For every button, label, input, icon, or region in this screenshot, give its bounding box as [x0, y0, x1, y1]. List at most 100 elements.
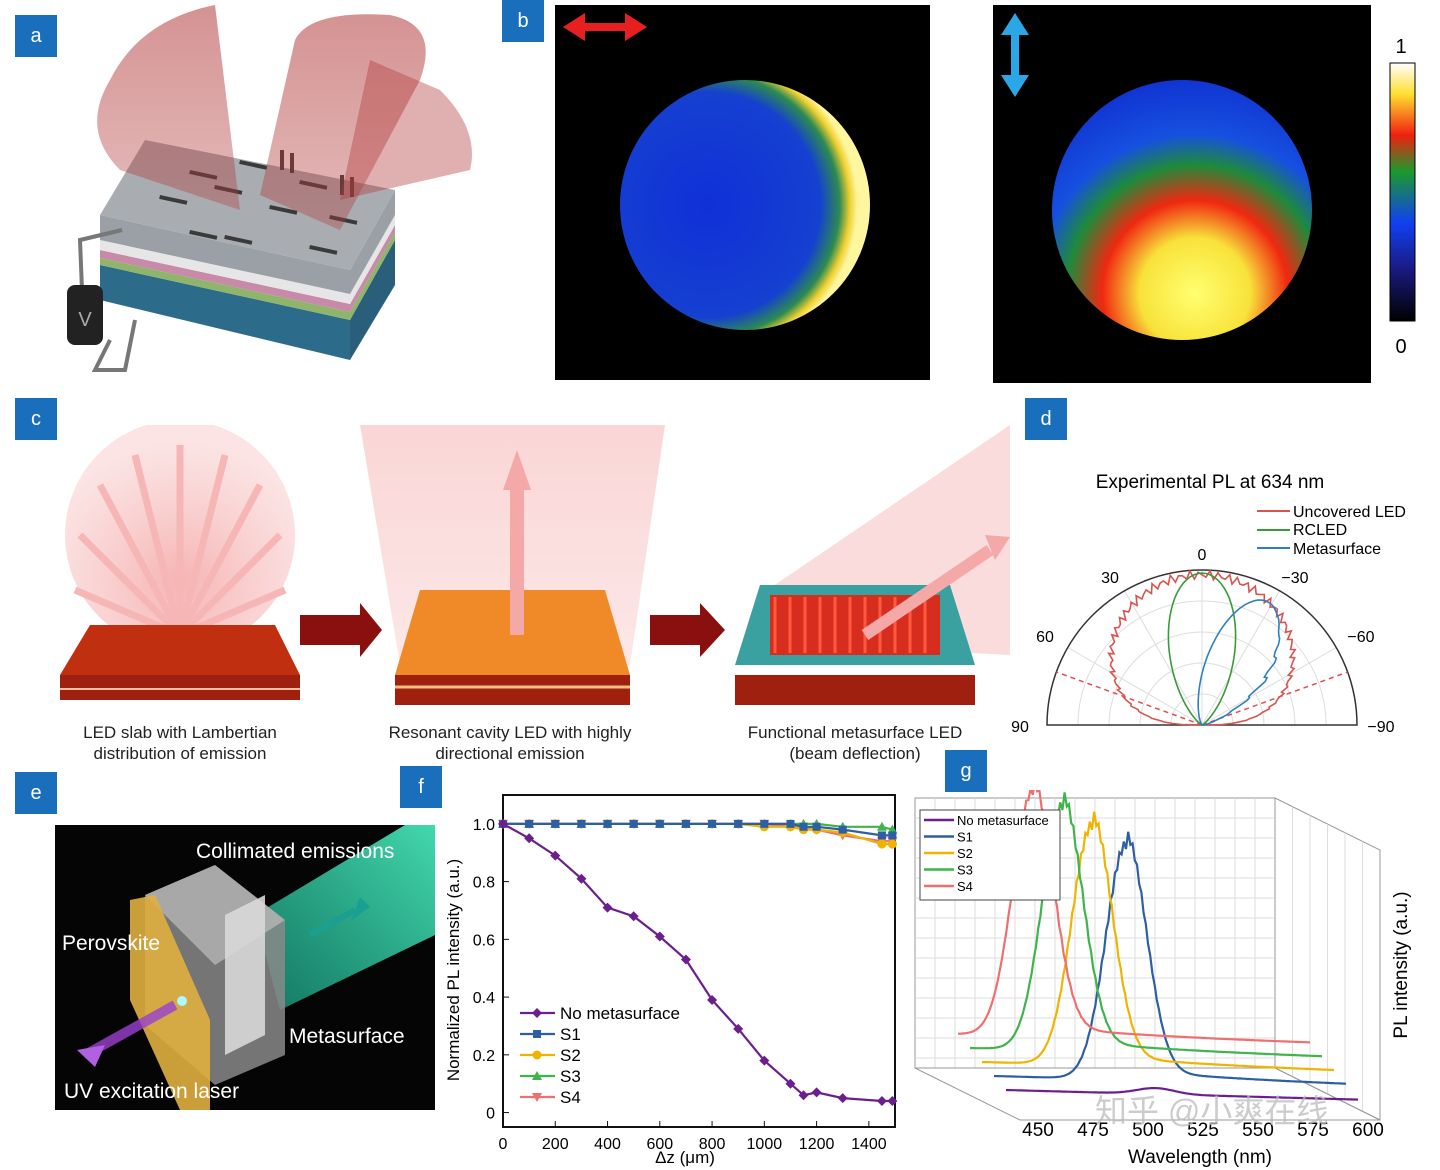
f-point: [655, 819, 664, 828]
f-point: [786, 819, 795, 828]
g-xtick-label: 525: [1187, 1120, 1219, 1141]
f-ytick-label: 0: [486, 1106, 495, 1123]
f-point: [799, 822, 808, 831]
f-point: [525, 819, 534, 828]
f-point: [811, 1087, 822, 1098]
panel-b-maps: 1 0: [555, 5, 1416, 383]
caption-lambertian: LED slab with Lambertian distribution of…: [40, 722, 320, 764]
f-point: [707, 994, 718, 1005]
f-point: [629, 819, 638, 828]
f-point: [576, 873, 587, 884]
label-metasurface: Metasurface: [289, 1025, 405, 1048]
double-arrow-horizontal-icon: [563, 13, 647, 41]
f-ytick-label: 0.8: [473, 875, 495, 892]
voltmeter: [67, 285, 103, 345]
polar-spoke: [1067, 647, 1203, 726]
panel-f-chart: 0 200 400 600 800 1000 1200 1400 0 0.2 0.4 0.6 0.8 1.…: [444, 794, 898, 1167]
g-legend-label: S3: [957, 863, 973, 878]
g-xlabel: Wavelength (nm): [1128, 1147, 1272, 1168]
double-arrow-vertical-icon: [1001, 13, 1029, 97]
f-point: [603, 819, 612, 828]
f-legend-label: S3: [560, 1067, 581, 1086]
colorbar: [1389, 62, 1416, 322]
f-ytick-label: 0.6: [473, 932, 495, 949]
polar-tick-m60: −60: [1347, 629, 1374, 646]
polar-tick-labels: 0 30 −30 60 −60 90 −90: [1011, 547, 1395, 736]
caption-lambertian-line2: distribution of emission: [93, 744, 267, 763]
f-point: [876, 821, 887, 831]
f-legend-marker: [532, 1008, 542, 1018]
g-series-s2: [981, 811, 1335, 1072]
led-slab-lambertian: [60, 425, 300, 700]
caption-metasurface-line2: (beam deflection): [789, 744, 921, 763]
polar-title: Experimental PL at 634 nm: [1096, 472, 1324, 493]
panel-label-a: a: [15, 15, 57, 57]
beam-left: [97, 5, 240, 210]
f-point: [551, 819, 560, 828]
led-resonant-cavity: [360, 425, 665, 705]
polar-curve-uncovered-led: [1107, 569, 1297, 726]
f-xtick-label: 600: [646, 1136, 673, 1153]
colorbar-min-label: 0: [1395, 336, 1406, 358]
polar-ref-line: [1056, 671, 1203, 726]
panel-c-illustration: [60, 425, 1010, 705]
panel-label-d: d: [1025, 398, 1067, 440]
g-legend-label: S2: [957, 846, 973, 861]
f-xtick-label: 1000: [747, 1136, 783, 1153]
f-point: [838, 825, 847, 834]
label-collimated-emissions: Collimated emissions: [196, 840, 395, 863]
f-ylabel: Normalized PL intensity (a.u.): [444, 859, 463, 1081]
caption-rcled-line2: directional emission: [435, 744, 585, 763]
caption-rcled: Resonant cavity LED with highly directio…: [360, 722, 660, 764]
f-point: [837, 1093, 848, 1104]
f-point: [733, 1023, 744, 1034]
g-xtick-label: 575: [1297, 1120, 1329, 1141]
f-xtick-label: 1400: [851, 1136, 887, 1153]
polar-spoke: [1201, 647, 1337, 726]
polar-frame: [1046, 569, 1358, 726]
f-point: [602, 902, 613, 913]
f-point: [654, 931, 665, 942]
f-point: [877, 839, 887, 849]
caption-metasurface-line1: Functional metasurface LED: [747, 723, 963, 742]
f-legend-label: No metasurface: [560, 1004, 680, 1023]
g-xtick-label: 500: [1132, 1120, 1164, 1141]
f-point: [708, 819, 717, 828]
polar-spoke: [1124, 590, 1203, 726]
g-legend-label: S1: [957, 830, 973, 845]
f-point: [798, 1090, 809, 1101]
metasurface-plate: [225, 895, 265, 1055]
panel-a-illustration: V: [67, 5, 472, 372]
f-point: [550, 850, 561, 861]
g-series-s3: [970, 792, 1323, 1058]
f-point: [524, 833, 535, 844]
panel-label-e: e: [15, 772, 57, 814]
f-point: [498, 818, 508, 829]
caption-rcled-line1: Resonant cavity LED with highly: [388, 723, 632, 742]
watermark: 知乎 @小爽在线: [1095, 1093, 1328, 1129]
f-plot-frame: [502, 794, 896, 1128]
panel-label-g: g: [945, 750, 987, 792]
polar-spoke: [1201, 590, 1280, 726]
f-series-s1: [499, 819, 897, 840]
f-point: [877, 831, 886, 840]
f-ytick-label: 0.2: [473, 1048, 495, 1065]
legend-metasurface: Metasurface: [1293, 541, 1381, 558]
f-ytick-label: 0.4: [473, 990, 495, 1007]
f-point: [760, 819, 769, 828]
f-legend-marker: [532, 1093, 542, 1102]
f-point: [887, 1096, 898, 1107]
f-point: [887, 839, 897, 849]
f-legend-marker: [533, 1030, 541, 1038]
g-series-no-metasurface: [1005, 1087, 1359, 1101]
f-point: [887, 824, 898, 834]
led-metasurface: [735, 425, 1010, 705]
polar-tick-m90: −90: [1367, 719, 1394, 736]
panel-e-illustration: [55, 825, 435, 1110]
wire: [77, 228, 123, 291]
g-floor: [914, 1067, 1381, 1121]
arrow-right-2: [650, 603, 725, 657]
beam-right: [260, 14, 426, 231]
polar-ref-line: [1201, 671, 1348, 726]
